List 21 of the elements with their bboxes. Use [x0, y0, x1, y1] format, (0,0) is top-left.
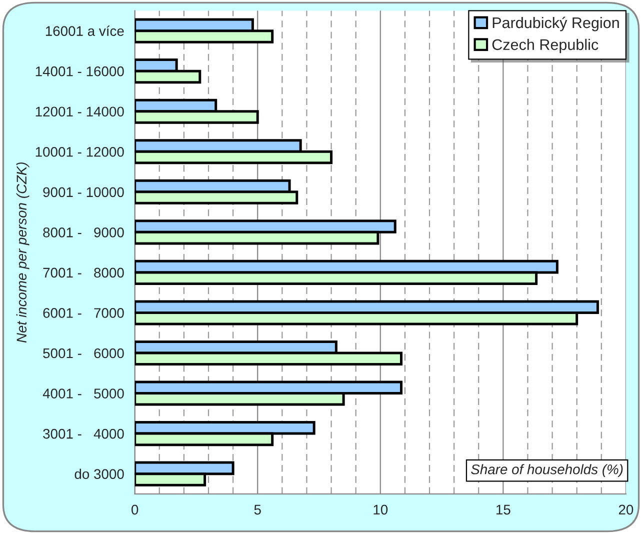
y-tick-label: 5001 - 6000: [43, 348, 124, 358]
x-tick-label: 20: [618, 504, 634, 515]
x-tick-label: 10: [374, 504, 388, 515]
y-tick-label: do 3000: [74, 468, 124, 479]
x-tick-label: 15: [496, 504, 510, 515]
x-tick-label: 5: [254, 504, 261, 515]
y-tick-label: 12001 - 14000: [36, 106, 124, 117]
y-tick-label: 4001 - 5000: [42, 388, 124, 398]
x-axis-title: Share of households (%): [471, 464, 623, 478]
legend-label: Pardubický Region: [492, 16, 619, 32]
y-axis-title: Net income per person (CZK): [16, 162, 30, 343]
y-tick-label: 7001 - 8000: [43, 268, 124, 278]
x-tick-label: 0: [132, 504, 138, 515]
y-tick-label: 8001 - 9000: [43, 228, 124, 238]
y-tick-label: 6001 - 7000: [43, 308, 124, 318]
y-tick-label: 10001 - 12000: [36, 146, 124, 157]
y-tick-label: 9001 - 10000: [43, 187, 124, 198]
y-tick-label: 14001 - 16000: [36, 66, 124, 76]
y-tick-label: 16001 a více: [46, 26, 124, 36]
legend-label: Czech Republic: [492, 38, 598, 54]
y-tick-label: 3001 - 4000: [43, 428, 124, 439]
